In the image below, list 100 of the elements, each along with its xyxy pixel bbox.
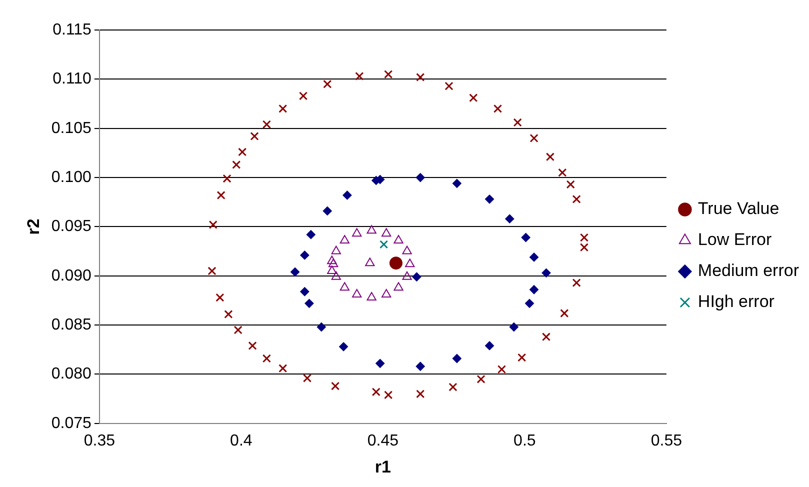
point	[572, 194, 581, 204]
point	[493, 104, 502, 113]
x-tick-label: 0.45	[367, 432, 399, 450]
y-tick-label: 0.115	[52, 21, 92, 38]
point	[558, 168, 567, 177]
legend-label: True Value	[698, 199, 780, 218]
point	[452, 178, 462, 188]
point	[339, 342, 348, 352]
point	[262, 354, 271, 363]
point	[331, 246, 341, 254]
point	[518, 353, 526, 362]
point	[331, 382, 340, 390]
point	[290, 267, 300, 276]
point	[379, 240, 388, 249]
point	[327, 256, 337, 264]
y-tick-label: 0.100	[51, 168, 92, 186]
y-tick-label: 0.075	[51, 414, 92, 432]
point	[304, 298, 314, 308]
point	[250, 132, 259, 141]
point	[485, 194, 494, 204]
y-tick-label: 0.085	[51, 316, 92, 334]
point	[394, 234, 404, 244]
point	[530, 285, 539, 294]
point	[365, 258, 375, 266]
point	[542, 332, 551, 342]
x-tick-label: 0.4	[230, 432, 252, 450]
legend-label: HIgh error	[698, 292, 775, 312]
legend-label: Medium error	[698, 261, 800, 280]
point	[384, 390, 393, 400]
point	[416, 173, 425, 182]
point	[542, 268, 551, 278]
point	[444, 82, 454, 90]
point	[416, 362, 425, 371]
x-tick-label: 0.55	[650, 432, 682, 450]
point	[448, 382, 458, 392]
x-tick-label: 0.5	[514, 432, 536, 450]
y-axis-title: r2	[24, 218, 43, 235]
point	[416, 390, 425, 398]
y-tick-label: 0.080	[51, 366, 92, 383]
point	[216, 293, 224, 302]
point	[382, 289, 392, 298]
point	[234, 326, 242, 334]
point	[352, 228, 362, 237]
y-tick-label: 0.110	[52, 70, 92, 88]
point	[208, 220, 218, 230]
point	[322, 206, 332, 216]
point	[238, 148, 247, 156]
point	[222, 174, 232, 183]
point	[412, 272, 422, 282]
x-tick-label: 0.35	[84, 432, 116, 450]
point	[216, 190, 226, 200]
point	[316, 322, 326, 332]
point	[224, 310, 233, 319]
point	[323, 80, 332, 88]
point	[331, 271, 341, 280]
point	[355, 72, 364, 81]
point	[342, 190, 352, 200]
point	[366, 225, 376, 234]
point	[402, 246, 412, 254]
point	[328, 258, 338, 268]
point	[546, 152, 554, 162]
point	[530, 252, 539, 262]
y-tick-label: 0.090	[51, 267, 92, 284]
x-axis-title: r1	[374, 457, 391, 476]
point	[452, 354, 462, 363]
point	[485, 341, 494, 350]
point	[300, 287, 310, 296]
y-tick-label: 0.095	[51, 218, 92, 236]
point	[352, 289, 362, 298]
point	[402, 271, 412, 280]
point	[300, 250, 310, 260]
point	[572, 278, 581, 288]
point	[505, 214, 514, 224]
point	[524, 298, 534, 308]
point	[372, 388, 380, 396]
point	[382, 228, 392, 237]
y-tick-label: 0.105	[51, 120, 92, 137]
point	[208, 266, 216, 276]
point	[232, 160, 241, 170]
point	[389, 256, 402, 270]
point	[530, 134, 538, 142]
point	[298, 92, 308, 100]
point	[497, 365, 506, 374]
legend-label: Low Error	[698, 230, 772, 250]
point	[327, 265, 337, 274]
point	[560, 308, 569, 318]
point	[476, 374, 486, 384]
point	[278, 104, 288, 113]
point	[513, 118, 522, 127]
point	[302, 374, 312, 382]
point	[262, 120, 271, 129]
point	[306, 230, 316, 240]
point	[469, 94, 478, 102]
point	[509, 322, 518, 332]
point	[521, 233, 530, 242]
point	[366, 292, 376, 301]
point	[405, 258, 415, 268]
point	[416, 72, 425, 82]
point	[340, 282, 350, 291]
point	[394, 282, 404, 291]
